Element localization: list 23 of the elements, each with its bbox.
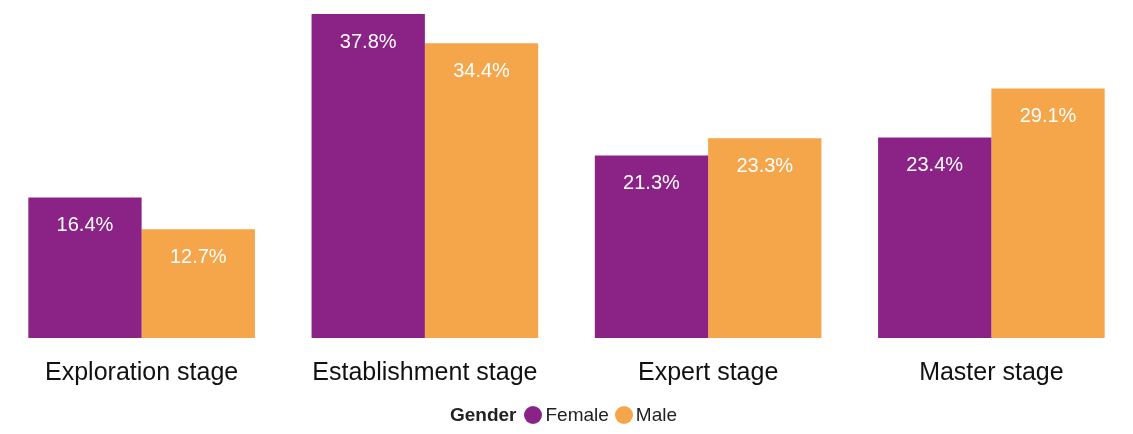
x-tick-label: Expert stage <box>637 356 779 385</box>
bar <box>141 229 255 338</box>
data-label: 21.3% <box>623 170 681 193</box>
legend-label: Male <box>635 404 678 426</box>
bar <box>991 88 1105 338</box>
data-label: 29.1% <box>1019 104 1077 127</box>
x-tick-label: Establishment stage <box>312 356 538 385</box>
bar <box>878 137 992 338</box>
data-label: 37.8% <box>339 29 397 52</box>
x-tick-label: Master stage <box>919 356 1064 385</box>
data-label: 34.4% <box>453 58 511 81</box>
bar <box>28 197 142 338</box>
x-tick-label: Exploration stage <box>45 356 239 385</box>
legend-title: Gender <box>449 404 517 426</box>
bar <box>594 155 709 338</box>
data-label: 12.7% <box>169 244 227 267</box>
data-label: 16.4% <box>56 212 114 235</box>
legend-label: Female <box>545 404 609 426</box>
data-label: 23.4% <box>906 152 964 175</box>
bar <box>311 14 425 338</box>
data-label: 23.3% <box>736 153 794 176</box>
bar <box>424 43 539 338</box>
bar <box>708 138 822 338</box>
